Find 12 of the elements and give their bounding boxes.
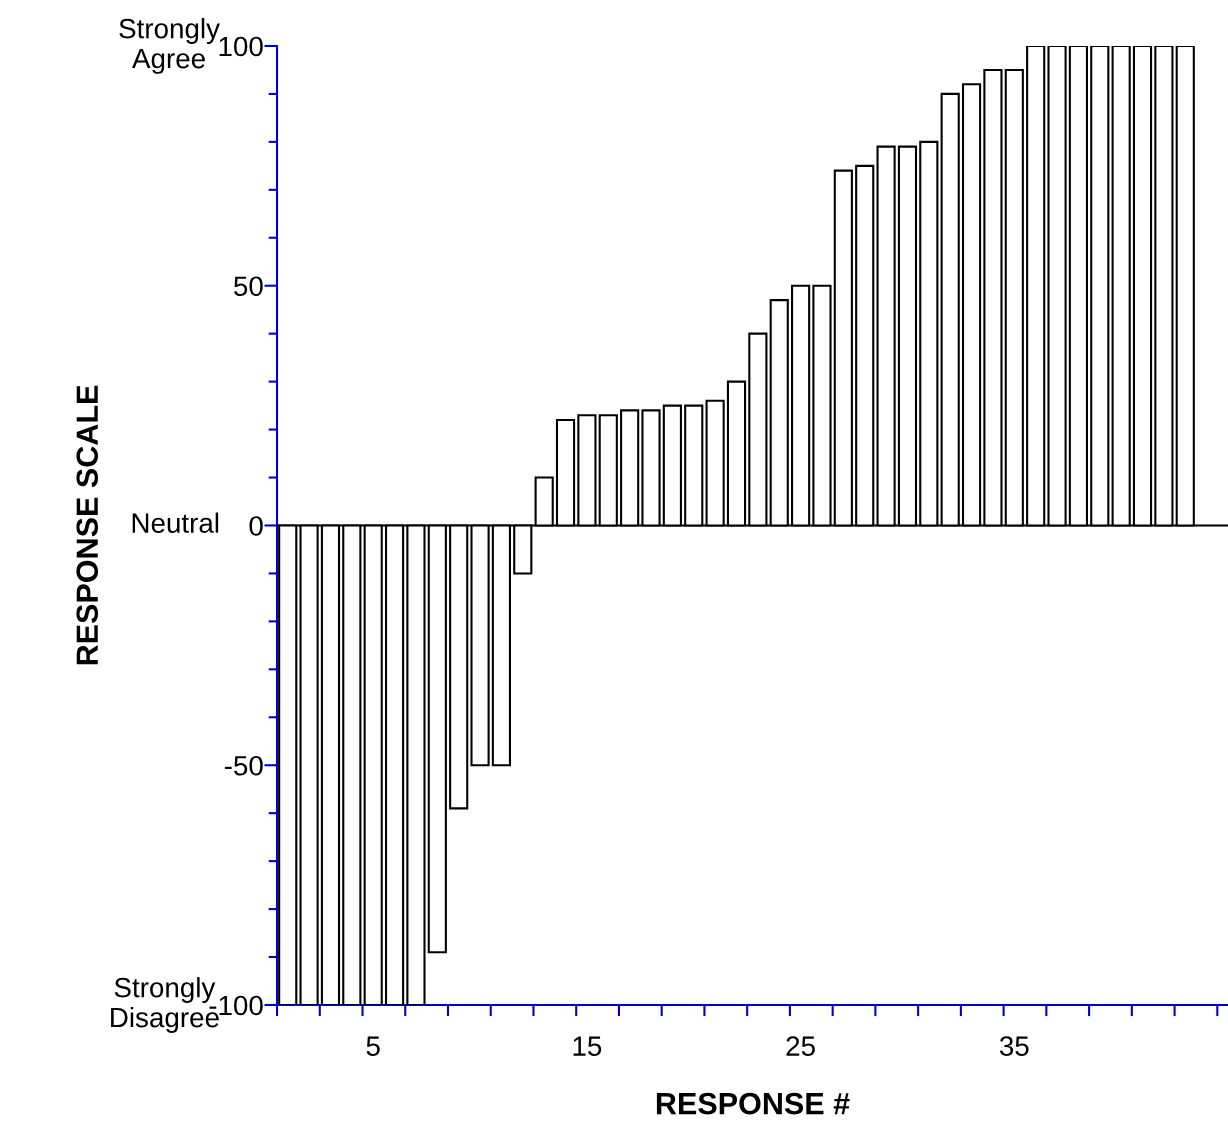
y-tick-label: 100 <box>219 36 263 57</box>
x-tick-label: 25 <box>786 1036 815 1056</box>
y-tick-label: 0 <box>249 516 263 536</box>
x-tick-label: 15 <box>573 1036 602 1056</box>
x-tick-label: 35 <box>999 1036 1029 1056</box>
text: Neutral <box>132 512 219 533</box>
y-tick-label: -50 <box>224 755 263 776</box>
x-tick-label: 5 <box>366 1036 380 1056</box>
text: Strongly Agree <box>119 18 220 74</box>
x-axis-title: RESPONSE # <box>656 1092 850 1115</box>
y-tick-label: 50 <box>234 276 263 297</box>
y-axis-title: RESPONSE SCALE <box>76 385 99 665</box>
